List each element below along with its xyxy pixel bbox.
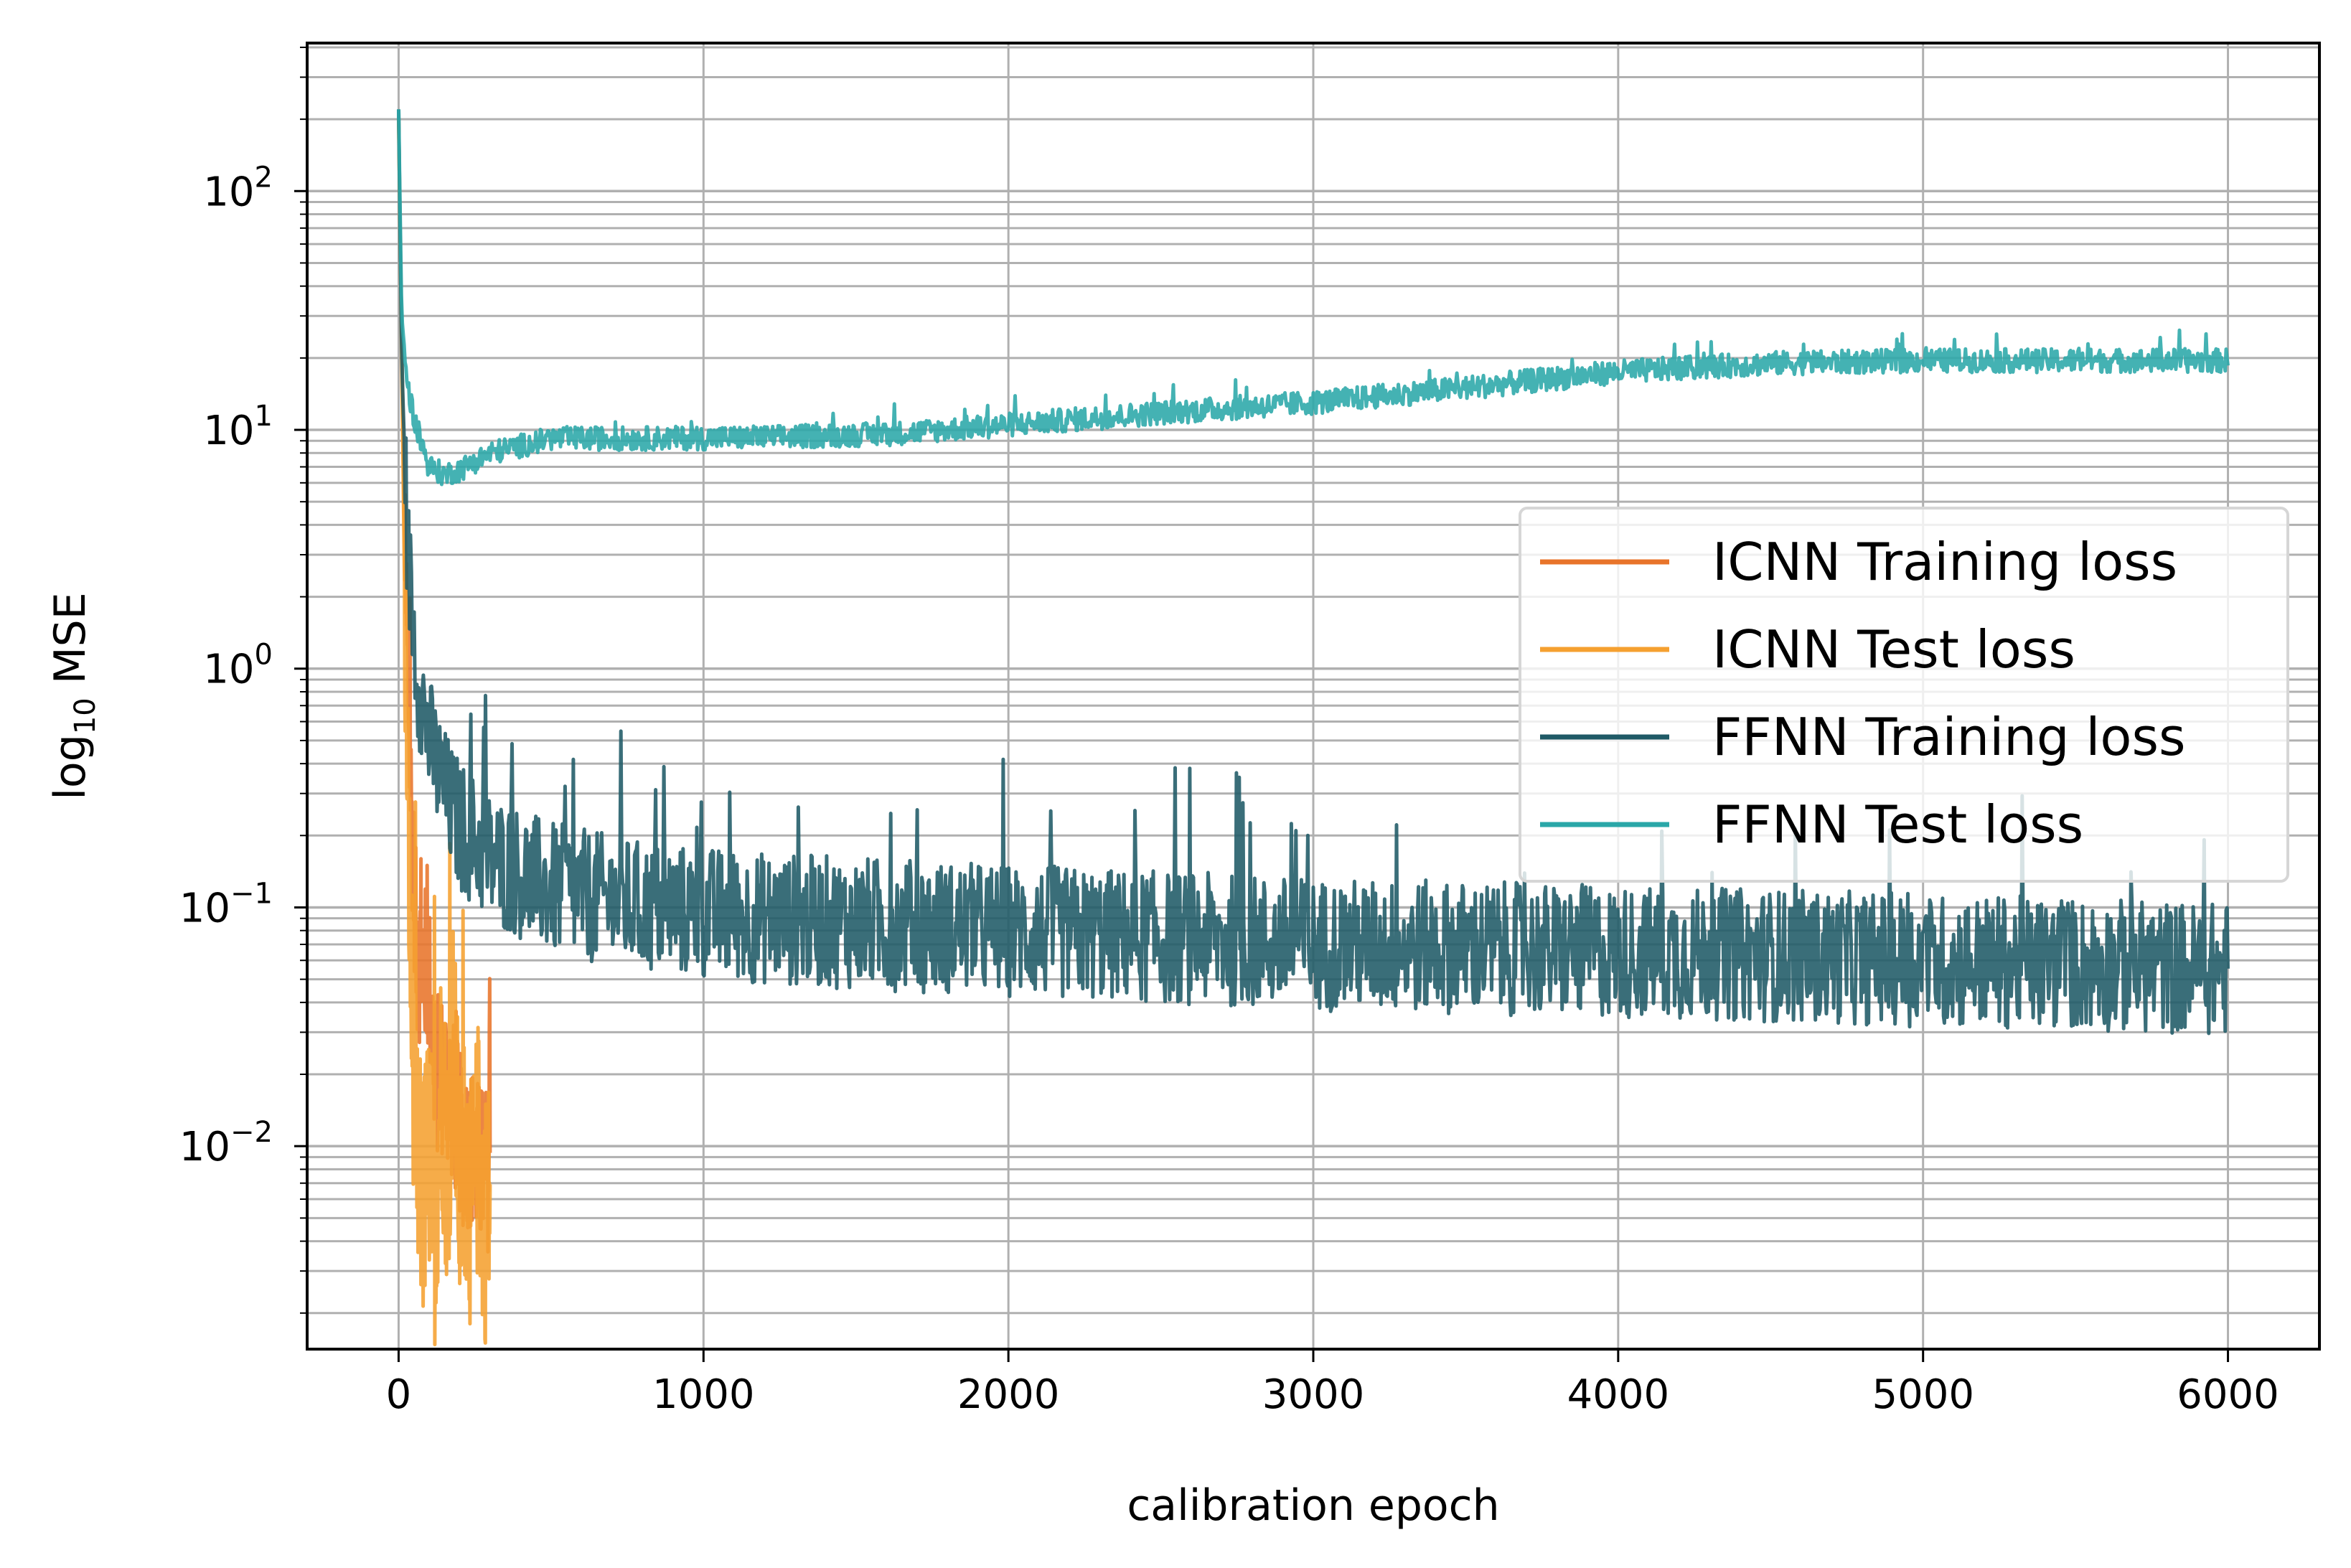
y-tick-exponent: −2 xyxy=(230,1116,273,1149)
y-tick-base: 10 xyxy=(203,169,254,215)
y-tick-label: 101 xyxy=(203,400,273,454)
y-tick-exponent: 0 xyxy=(255,639,273,672)
x-axis-title: calibration epoch xyxy=(1127,1480,1499,1531)
y-axis-title: log10 MSE xyxy=(45,592,102,799)
x-tick-label: 3000 xyxy=(1262,1371,1365,1418)
series-line xyxy=(397,119,492,1347)
x-tick-label: 1000 xyxy=(652,1371,755,1418)
y-axis-title-suffix: MSE xyxy=(45,592,95,698)
y-axis-title-subscript: 10 xyxy=(69,698,102,734)
legend-label: ICNN Test loss xyxy=(1712,619,2075,680)
y-tick-exponent: 2 xyxy=(255,161,273,194)
x-tick-label: 5000 xyxy=(1872,1371,1974,1418)
series-line xyxy=(397,109,2230,487)
plot-lines xyxy=(397,109,2230,1347)
x-tick-label: 4000 xyxy=(1567,1371,1670,1418)
ticks: 0 1000 2000 3000 4000 5000 600010−210−11001011… xyxy=(179,46,2279,1418)
y-tick-label: 100 xyxy=(203,639,273,693)
x-tick-label: 0 xyxy=(386,1371,412,1418)
y-tick-exponent: −1 xyxy=(230,877,273,910)
y-tick-base: 10 xyxy=(203,647,254,693)
legend-label: FFNN Training loss xyxy=(1712,707,2186,767)
series-line xyxy=(397,109,2230,1036)
y-axis-title-prefix: log xyxy=(45,734,95,799)
y-tick-base: 10 xyxy=(179,885,230,931)
legend: ICNN Training loss ICNN Test loss FFNN Tra… xyxy=(1519,507,2289,883)
y-tick-label: 102 xyxy=(203,161,273,215)
y-tick-label: 10−1 xyxy=(179,877,273,931)
legend-label: FFNN Test loss xyxy=(1712,794,2083,855)
y-tick-base: 10 xyxy=(179,1124,230,1170)
x-tick-label: 2000 xyxy=(957,1371,1060,1418)
y-tick-base: 10 xyxy=(203,408,254,454)
y-tick-label: 10−2 xyxy=(179,1116,273,1170)
x-tick-label: 6000 xyxy=(2177,1371,2279,1418)
legend-label: ICNN Training loss xyxy=(1712,532,2177,592)
legend-box xyxy=(1519,507,2289,883)
series-group xyxy=(397,109,2230,1347)
y-tick-exponent: 1 xyxy=(255,400,273,433)
